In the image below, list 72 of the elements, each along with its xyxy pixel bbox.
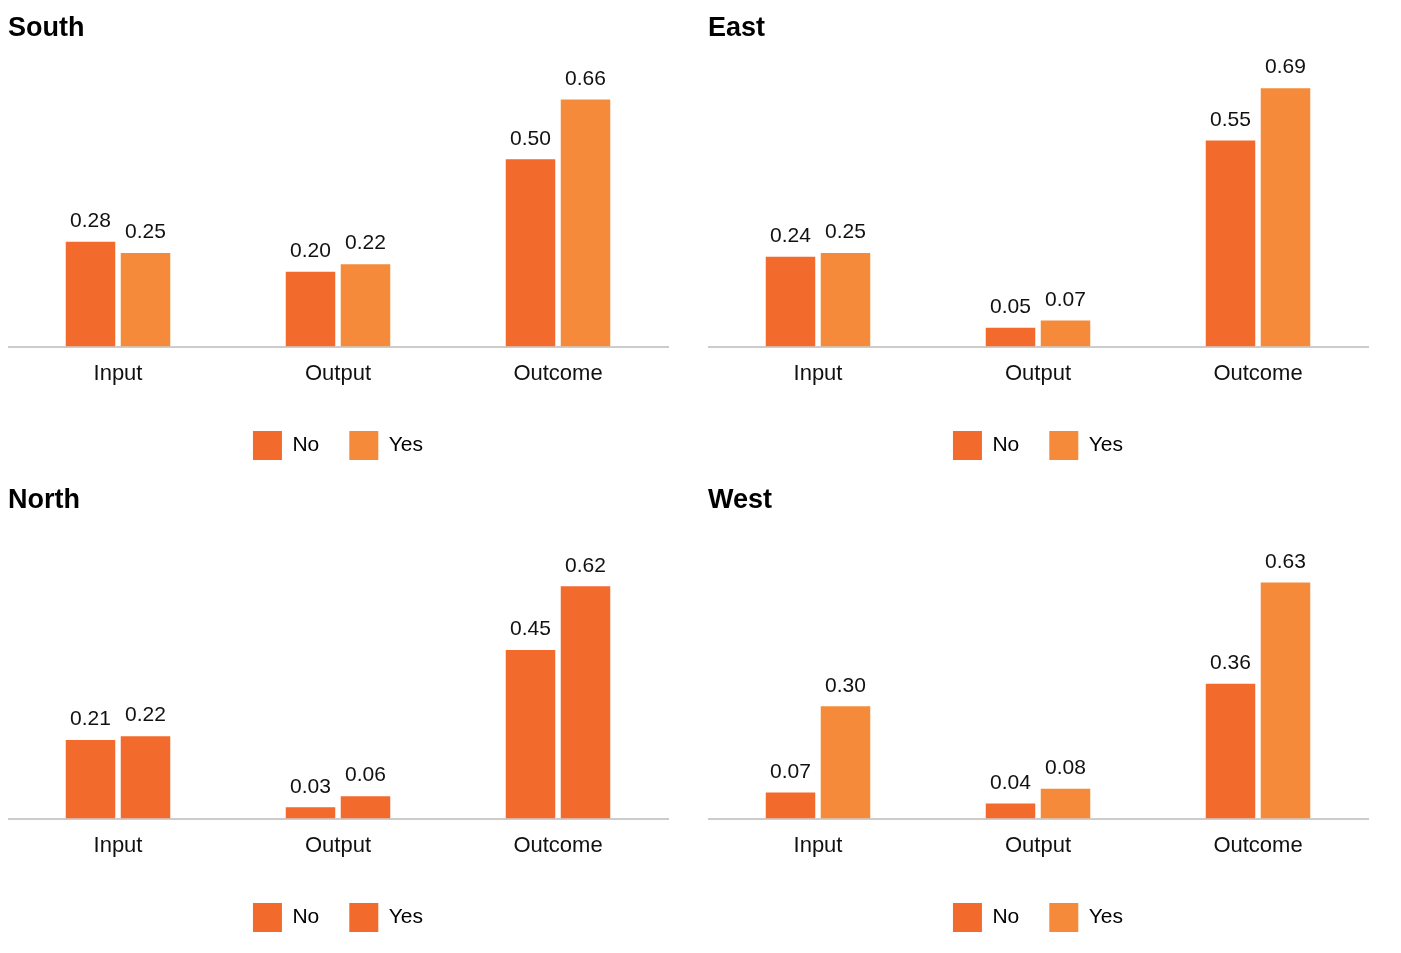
data-label: 0.03	[290, 773, 331, 797]
x-tick-label: Input	[93, 831, 143, 857]
data-label: 0.07	[770, 758, 811, 782]
x-tick-label: Outcome	[513, 359, 603, 385]
bar	[285, 807, 336, 819]
data-label: 0.24	[770, 223, 812, 246]
legend-label: No	[292, 432, 320, 456]
bar	[65, 241, 116, 347]
bar	[1205, 140, 1256, 347]
bar	[340, 264, 391, 347]
x-tick-label: Outcome	[1213, 831, 1303, 857]
x-tick-label: Output	[1004, 831, 1072, 857]
data-label: 0.07	[1045, 286, 1086, 310]
data-label: 0.04	[990, 769, 1032, 793]
chart-title: East	[708, 11, 766, 42]
bar	[505, 159, 556, 347]
bar	[820, 706, 871, 819]
chart-title: South	[8, 11, 85, 42]
x-tick-label: Output	[304, 359, 372, 385]
data-label: 0.50	[510, 125, 551, 149]
data-label: 0.20	[290, 237, 331, 261]
data-label: 0.06	[345, 762, 386, 786]
x-tick-label: Outcome	[513, 831, 603, 857]
x-tick-label: Input	[93, 359, 143, 385]
bar	[1205, 683, 1256, 819]
legend-label: No	[992, 904, 1020, 928]
bar	[120, 252, 171, 347]
chart-title: North	[8, 483, 80, 514]
data-label: 0.25	[825, 219, 866, 243]
data-label: 0.55	[1210, 106, 1251, 130]
data-label: 0.30	[825, 672, 866, 696]
bar	[985, 803, 1036, 819]
legend-label: No	[292, 904, 320, 928]
x-tick-label: Outcome	[1213, 359, 1303, 385]
data-label: 0.62	[565, 552, 606, 576]
data-label: 0.66	[565, 65, 606, 89]
bar	[985, 327, 1036, 347]
legend-label: Yes	[388, 432, 424, 456]
legend-label: No	[992, 432, 1020, 456]
data-label: 0.05	[990, 294, 1031, 318]
bar	[560, 99, 611, 347]
data-label: 0.22	[345, 230, 386, 254]
x-tick-label: Input	[793, 359, 843, 385]
bar	[505, 650, 556, 819]
x-tick-label: Output	[1004, 359, 1072, 385]
data-label: 0.22	[125, 702, 166, 726]
bar	[1260, 88, 1311, 347]
bar	[1260, 582, 1311, 819]
bar	[65, 739, 116, 819]
bar	[560, 586, 611, 819]
bar	[120, 736, 171, 819]
data-label: 0.21	[70, 706, 111, 730]
bar	[285, 271, 336, 347]
chart-title: West	[708, 483, 773, 514]
data-label: 0.28	[70, 208, 111, 232]
legend-label: Yes	[1088, 432, 1124, 456]
data-label: 0.25	[125, 219, 166, 243]
legend-label: Yes	[388, 904, 424, 928]
x-tick-label: Input	[793, 831, 843, 857]
data-label: 0.63	[1265, 548, 1306, 572]
bar	[340, 796, 391, 819]
bar	[765, 256, 816, 347]
data-label: 0.69	[1265, 54, 1306, 78]
x-tick-label: Output	[304, 831, 372, 857]
data-label: 0.08	[1045, 754, 1086, 778]
bar	[1040, 788, 1091, 819]
bar	[1040, 320, 1091, 347]
legend-label: Yes	[1088, 904, 1124, 928]
bar	[820, 252, 871, 347]
data-label: 0.45	[510, 616, 551, 640]
data-label: 0.36	[1210, 650, 1251, 674]
bar	[765, 792, 816, 819]
